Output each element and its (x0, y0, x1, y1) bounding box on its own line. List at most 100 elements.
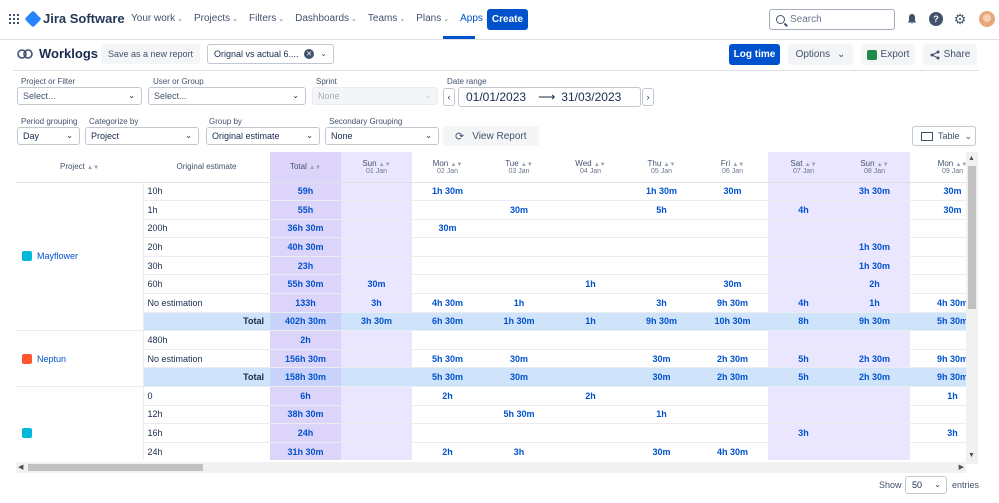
worklog-cell[interactable]: 5h (626, 200, 697, 220)
worklog-cell[interactable]: 5h (768, 349, 839, 369)
day-column-header[interactable]: Wed ▲▼ 04 Jan (555, 152, 626, 183)
help-icon[interactable]: ? (929, 12, 943, 26)
vertical-scroll-thumb[interactable] (968, 166, 976, 309)
worklog-cell[interactable] (341, 442, 412, 460)
project-cell[interactable] (16, 386, 144, 460)
worklog-cell[interactable]: 30m (697, 182, 768, 202)
worklog-cell[interactable] (839, 330, 910, 350)
period-grouping-select[interactable]: Day ⌄ (17, 127, 80, 145)
worklog-cell[interactable] (626, 274, 697, 295)
scroll-down-icon[interactable]: ▼ (968, 452, 975, 459)
group-total-day-cell[interactable]: 10h 30m (697, 312, 768, 332)
worklog-cell[interactable]: 1h 30m (412, 182, 483, 202)
worklog-cell[interactable] (768, 182, 839, 202)
worklog-cell[interactable]: 30m (341, 274, 412, 295)
worklog-cell[interactable] (341, 349, 412, 369)
day-column-header[interactable]: Mon ▲▼ 02 Jan (412, 152, 483, 183)
nav-item-dashboards[interactable]: Dashboards ⌄ (295, 13, 357, 24)
nav-item-projects[interactable]: Projects ⌄ (194, 13, 238, 24)
day-column-header[interactable]: Fri ▲▼ 06 Jan (697, 152, 768, 183)
project-column-header[interactable]: Project ▲▼ (16, 152, 143, 183)
row-total-cell[interactable]: 38h 30m (270, 405, 341, 425)
previous-period-button[interactable]: ‹ (443, 88, 455, 106)
worklog-cell[interactable] (412, 237, 483, 257)
day-column-header[interactable]: Tue ▲▼ 03 Jan (483, 152, 555, 183)
worklog-cell[interactable] (483, 423, 555, 443)
worklog-cell[interactable]: 5h 30m (483, 405, 555, 425)
vertical-scrollbar[interactable]: ▲ ▼ (966, 152, 978, 464)
worklog-cell[interactable]: 5h 30m (412, 349, 483, 369)
worklog-cell[interactable] (483, 182, 555, 202)
worklog-cell[interactable] (697, 423, 768, 443)
day-column-header[interactable]: Mon ▲▼ 09 Jan (910, 152, 966, 183)
worklog-cell[interactable] (412, 274, 483, 295)
worklog-cell[interactable]: 1h (626, 405, 697, 425)
row-total-cell[interactable]: 59h (270, 182, 341, 202)
horizontal-scroll-thumb[interactable] (28, 464, 203, 471)
group-total-cell[interactable]: 158h 30m (270, 367, 341, 388)
date-range-picker[interactable]: 01/01/2023 ⟶ 31/03/2023 (458, 87, 641, 107)
worklog-cell[interactable] (697, 330, 768, 350)
row-total-cell[interactable]: 133h (270, 293, 341, 313)
scroll-right-icon[interactable]: ▶ (958, 464, 964, 471)
row-total-cell[interactable]: 23h (270, 256, 341, 276)
worklog-cell[interactable] (697, 256, 768, 276)
worklog-cell[interactable]: 3h (483, 442, 555, 460)
horizontal-scrollbar[interactable]: ◀ ▶ (16, 462, 966, 473)
worklog-cell[interactable]: 3h (768, 423, 839, 443)
row-total-cell[interactable]: 156h 30m (270, 349, 341, 369)
next-period-button[interactable]: › (642, 88, 654, 106)
report-select[interactable]: Orignal vs actual 6.... ✕ ⌄ (207, 44, 334, 64)
worklog-cell[interactable] (768, 330, 839, 350)
worklog-cell[interactable] (555, 200, 626, 220)
worklog-cell[interactable]: 4h 30m (412, 293, 483, 313)
nav-item-your-work[interactable]: Your work ⌄ (131, 13, 183, 24)
worklog-cell[interactable] (768, 442, 839, 460)
worklog-cell[interactable]: 30m (910, 182, 966, 202)
view-report-button[interactable]: ⟳ View Report (443, 126, 539, 146)
worklog-cell[interactable]: 4h 30m (910, 293, 966, 313)
worklog-cell[interactable]: 4h 30m (697, 442, 768, 460)
worklog-cell[interactable]: 2h 30m (697, 349, 768, 369)
project-cell[interactable]: Mayflower (16, 182, 144, 332)
worklog-cell[interactable]: 4h (768, 200, 839, 220)
worklog-cell[interactable] (768, 405, 839, 425)
worklog-cell[interactable]: 30m (626, 442, 697, 460)
worklog-cell[interactable] (341, 330, 412, 350)
worklog-cell[interactable]: 2h 30m (839, 349, 910, 369)
worklog-cell[interactable] (768, 219, 839, 239)
worklog-cell[interactable]: 30m (483, 200, 555, 220)
project-cell[interactable]: Neptun (16, 330, 144, 388)
day-column-header[interactable]: Sat ▲▼ 07 Jan (768, 152, 839, 183)
worklog-cell[interactable]: 3h (341, 293, 412, 313)
worklog-cell[interactable]: 3h 30m (839, 182, 910, 202)
worklog-cell[interactable]: 1h 30m (839, 256, 910, 276)
worklog-cell[interactable] (412, 405, 483, 425)
worklog-cell[interactable] (626, 237, 697, 257)
worklog-cell[interactable] (483, 256, 555, 276)
worklog-cell[interactable] (839, 386, 910, 406)
worklog-cell[interactable] (341, 386, 412, 406)
nav-item-plans[interactable]: Plans ⌄ (416, 13, 449, 24)
scroll-left-icon[interactable]: ◀ (18, 464, 24, 471)
worklog-cell[interactable]: 1h (483, 293, 555, 313)
worklog-cell[interactable] (768, 237, 839, 257)
log-time-button[interactable]: Log time (729, 44, 780, 65)
worklog-cell[interactable] (483, 330, 555, 350)
worklog-cell[interactable]: 2h (555, 386, 626, 406)
group-total-day-cell[interactable]: 5h (768, 367, 839, 388)
scroll-up-icon[interactable]: ▲ (968, 155, 975, 162)
worklog-cell[interactable] (626, 256, 697, 276)
worklog-cell[interactable] (555, 349, 626, 369)
worklog-cell[interactable]: 1h 30m (839, 237, 910, 257)
worklog-cell[interactable]: 1h 30m (626, 182, 697, 202)
worklog-cell[interactable] (839, 200, 910, 220)
group-total-day-cell[interactable]: 8h (768, 312, 839, 332)
project-name[interactable]: Mayflower (37, 251, 79, 262)
worklog-cell[interactable] (555, 293, 626, 313)
clear-icon[interactable]: ✕ (304, 49, 314, 59)
worklog-cell[interactable] (626, 386, 697, 406)
worklog-cell[interactable] (555, 423, 626, 443)
worklog-cell[interactable]: 9h 30m (697, 293, 768, 313)
categorize-select[interactable]: Project ⌄ (85, 127, 199, 145)
